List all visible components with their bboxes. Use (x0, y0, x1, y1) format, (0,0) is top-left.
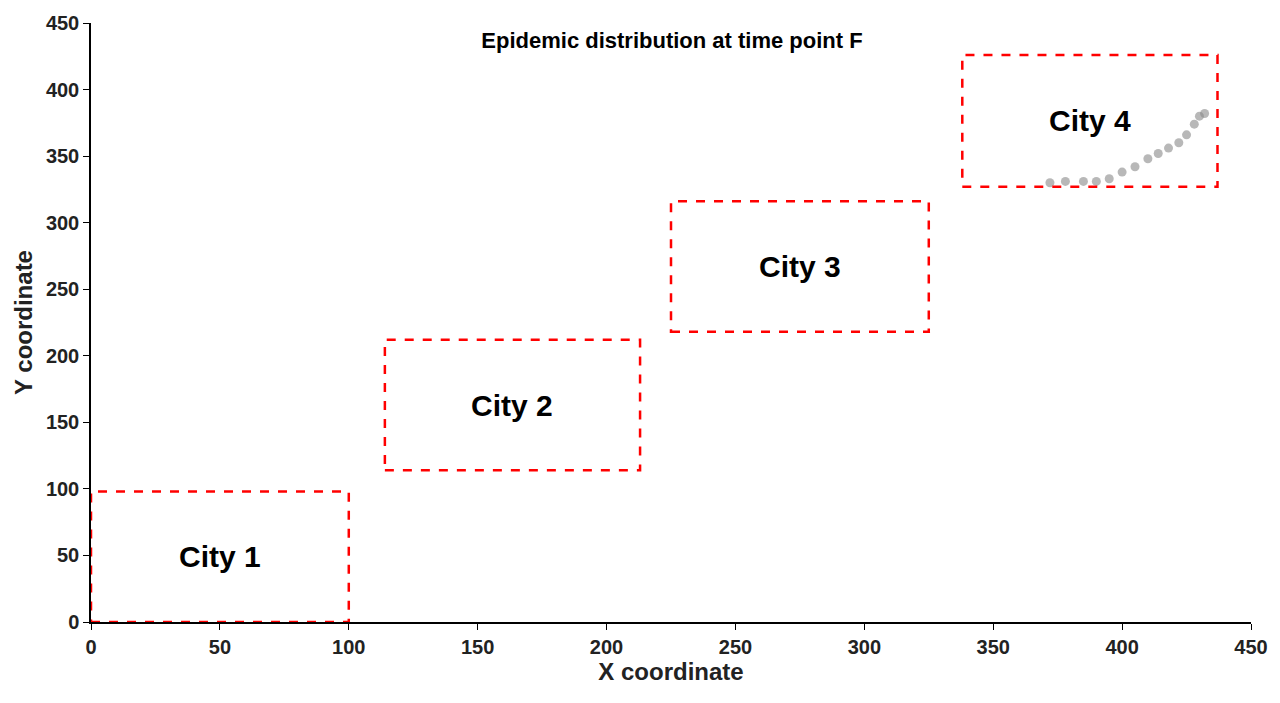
svg-text:X coordinate: X coordinate (598, 658, 743, 685)
svg-text:Y coordinate: Y coordinate (10, 250, 37, 395)
svg-text:450: 450 (1234, 636, 1267, 658)
svg-text:100: 100 (332, 636, 365, 658)
svg-text:250: 250 (719, 636, 752, 658)
svg-text:City 2: City 2 (471, 389, 553, 422)
svg-text:350: 350 (46, 145, 79, 167)
svg-text:450: 450 (46, 12, 79, 34)
svg-text:400: 400 (46, 79, 79, 101)
svg-text:300: 300 (848, 636, 881, 658)
svg-text:City 4: City 4 (1049, 104, 1131, 137)
svg-text:50: 50 (57, 544, 79, 566)
svg-text:200: 200 (46, 345, 79, 367)
svg-text:0: 0 (85, 636, 96, 658)
svg-text:200: 200 (590, 636, 623, 658)
svg-text:100: 100 (46, 478, 79, 500)
svg-text:0: 0 (68, 611, 79, 633)
svg-text:300: 300 (46, 212, 79, 234)
svg-text:City 1: City 1 (179, 540, 261, 573)
svg-text:Epidemic distribution at time: Epidemic distribution at time point F (481, 28, 862, 53)
svg-text:150: 150 (461, 636, 494, 658)
svg-text:400: 400 (1105, 636, 1138, 658)
svg-text:City 3: City 3 (759, 250, 841, 283)
svg-text:150: 150 (46, 411, 79, 433)
svg-text:50: 50 (209, 636, 231, 658)
svg-text:250: 250 (46, 278, 79, 300)
svg-text:350: 350 (977, 636, 1010, 658)
